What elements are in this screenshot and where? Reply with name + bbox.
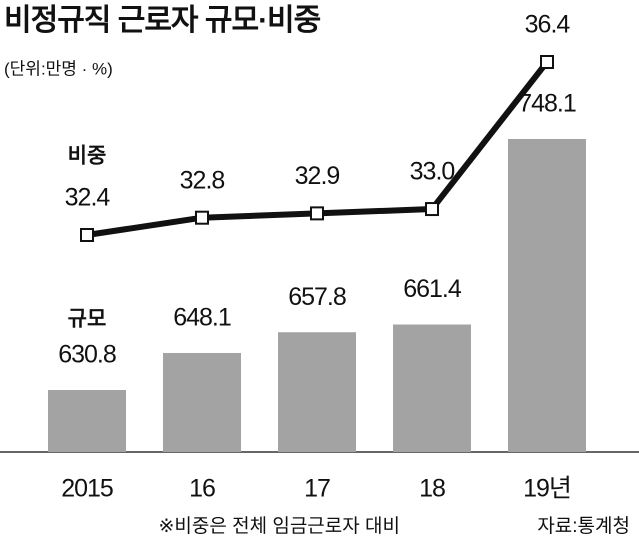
chart-title: 비정규직 근로자 규모·비중 [4, 4, 321, 37]
value-label: 32.8 [180, 166, 225, 194]
bar [278, 332, 356, 452]
source: 자료:통계청 [537, 515, 630, 537]
value-label: 661.4 [403, 275, 462, 303]
x-tick-label: 2015 [61, 475, 113, 503]
value-label: 630.8 [58, 341, 116, 369]
x-tick-label: 16 [189, 475, 215, 503]
marker [540, 55, 554, 69]
value-label: 32.9 [295, 162, 340, 190]
bar [393, 324, 471, 452]
marker [425, 202, 439, 217]
note: ※비중은 전체 임금근로자 대비 [158, 515, 400, 537]
series-label: 비중 [68, 145, 107, 168]
bar [508, 139, 586, 452]
value-label: 32.4 [65, 184, 111, 212]
chart-subtitle: (단위:만명 · %) [4, 59, 113, 78]
marker [310, 206, 324, 221]
value-label: 657.8 [288, 283, 346, 311]
value-label: 33.0 [410, 158, 455, 186]
bar [48, 390, 126, 452]
value-label: 648.1 [173, 304, 231, 332]
x-tick-label: 18 [419, 475, 445, 503]
marker [195, 210, 209, 225]
marker [80, 228, 94, 242]
x-tick-label: 17 [304, 475, 330, 503]
series-label: 규모 [68, 308, 107, 331]
x-tick-label: 19년 [523, 475, 571, 503]
bar [163, 352, 241, 452]
value-label: 748.1 [518, 90, 576, 118]
value-label: 36.4 [525, 11, 571, 39]
